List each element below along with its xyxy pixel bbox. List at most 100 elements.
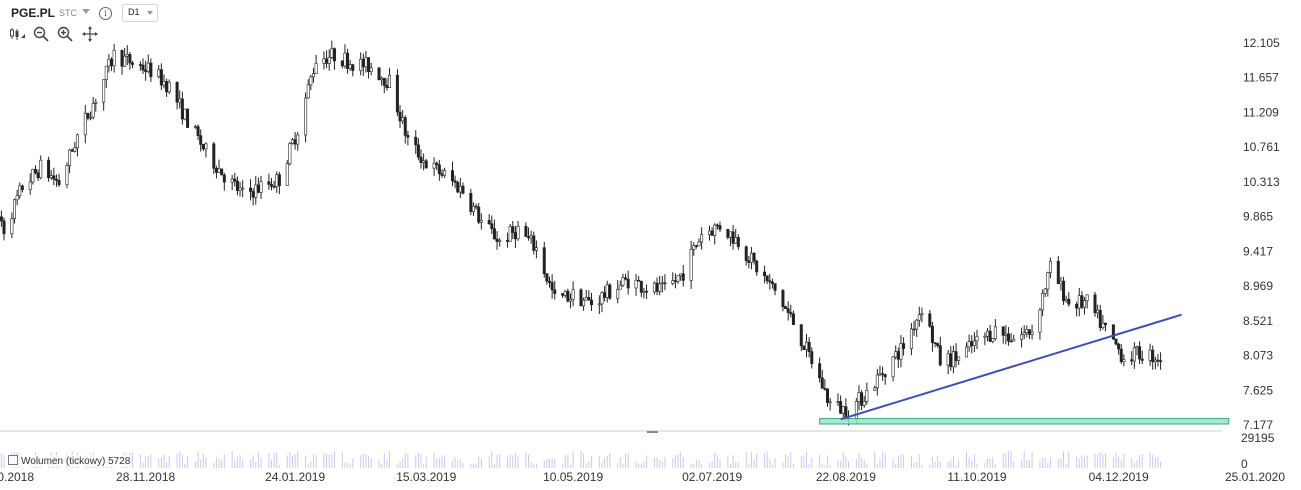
volume-bar xyxy=(194,462,196,468)
candle-body xyxy=(167,81,171,93)
volume-bar xyxy=(619,457,621,468)
candle-body xyxy=(201,144,205,150)
zoom-in-icon[interactable] xyxy=(57,26,73,42)
volume-bar xyxy=(711,461,713,468)
candle-body xyxy=(322,58,326,64)
candle-body xyxy=(694,245,698,247)
volume-bar xyxy=(184,463,186,468)
candle-body xyxy=(582,299,586,307)
volume-bar xyxy=(441,455,443,468)
volume-bar xyxy=(664,457,666,468)
volume-bar xyxy=(202,453,204,468)
volume-bar xyxy=(289,451,291,468)
volume-bar xyxy=(242,458,244,468)
volume-indicator-label[interactable]: Wolumen (tickowy) 5728 xyxy=(6,455,133,467)
candle-body xyxy=(1122,359,1126,362)
volume-bar xyxy=(276,452,278,468)
volume-bar xyxy=(221,459,223,468)
volume-bar xyxy=(1042,457,1044,468)
interval-select[interactable]: D1 xyxy=(122,4,158,22)
candle-body xyxy=(31,168,35,183)
volume-bar xyxy=(1112,457,1114,468)
volume-bar xyxy=(352,458,354,468)
candle-body xyxy=(975,336,979,342)
symbol-label[interactable]: PGE.PL xyxy=(11,6,56,20)
candle-body xyxy=(277,174,281,186)
support-zone[interactable] xyxy=(819,418,1230,425)
volume-bar xyxy=(1063,451,1065,468)
volume-bar xyxy=(278,464,280,468)
candle-body xyxy=(251,191,255,198)
volume-bar xyxy=(260,457,262,468)
volume-bar xyxy=(389,451,391,468)
volume-bar xyxy=(1068,451,1070,468)
volume-bar xyxy=(179,451,181,468)
candle-body xyxy=(768,280,772,283)
x-tick-label: 11.10.2019 xyxy=(947,470,1006,484)
volume-bar xyxy=(986,458,988,468)
volume-bar xyxy=(929,464,931,468)
volume-bar xyxy=(827,455,829,468)
candle-body xyxy=(47,159,51,179)
time-axis: 05.10.2018 28.11.2018 24.01.2019 15.03.2019… xyxy=(0,470,1285,484)
volume-bar xyxy=(829,464,831,468)
candle-body xyxy=(967,341,971,348)
candle-body xyxy=(637,279,641,282)
volume-bar xyxy=(695,459,697,468)
candle-body xyxy=(416,144,420,158)
candle-body xyxy=(285,163,289,186)
candle-body xyxy=(789,312,793,315)
candle-body xyxy=(146,62,150,72)
trendline[interactable] xyxy=(840,313,1182,421)
info-icon[interactable]: i xyxy=(99,7,112,20)
volume-bar xyxy=(1123,453,1125,468)
candle-body xyxy=(707,230,711,236)
candle-body xyxy=(548,280,552,283)
candle-body xyxy=(802,345,806,350)
candle-body xyxy=(296,134,300,145)
volume-bar xyxy=(968,456,970,468)
volume-bar xyxy=(0,453,2,468)
volume-bar xyxy=(918,454,920,468)
volume-bar xyxy=(895,463,897,468)
candle-body xyxy=(915,319,919,330)
volume-bar xyxy=(609,453,611,468)
volume-bar xyxy=(378,460,380,468)
volume-bar xyxy=(168,455,170,468)
volume-bar xyxy=(698,459,700,468)
candle-body xyxy=(359,58,363,71)
candle-body xyxy=(747,260,751,263)
volume-bar xyxy=(937,456,939,468)
volume-bar xyxy=(365,453,367,468)
volume-bar xyxy=(800,455,802,468)
candle-body xyxy=(1004,333,1008,336)
volume-bar xyxy=(472,463,474,468)
volume-bar xyxy=(462,462,464,468)
candle-body xyxy=(450,170,454,182)
volume-bar xyxy=(142,462,144,468)
candle-body xyxy=(165,81,169,93)
zoom-out-icon[interactable] xyxy=(33,26,49,42)
volume-bar xyxy=(454,457,456,468)
candle-body xyxy=(1075,303,1079,309)
candles-icon[interactable] xyxy=(9,26,25,42)
volume-bar xyxy=(459,459,461,468)
volume-bar xyxy=(307,464,309,468)
symbol-dropdown-icon[interactable] xyxy=(82,9,90,14)
volume-bar xyxy=(344,462,346,468)
candle-body xyxy=(332,48,336,62)
move-icon[interactable] xyxy=(82,26,98,42)
candle-body xyxy=(474,205,478,208)
candle-body xyxy=(1006,333,1010,342)
volume-bar xyxy=(197,451,199,468)
candle-body xyxy=(1140,358,1144,361)
candle-body xyxy=(626,278,630,289)
indicator-settings-icon[interactable] xyxy=(8,455,18,465)
volume-bar xyxy=(255,462,257,468)
volume-bar xyxy=(3,455,5,468)
candle-body xyxy=(125,54,129,57)
volume-bar xyxy=(766,451,768,468)
candle-body xyxy=(1148,349,1152,361)
volume-bar xyxy=(158,458,160,468)
